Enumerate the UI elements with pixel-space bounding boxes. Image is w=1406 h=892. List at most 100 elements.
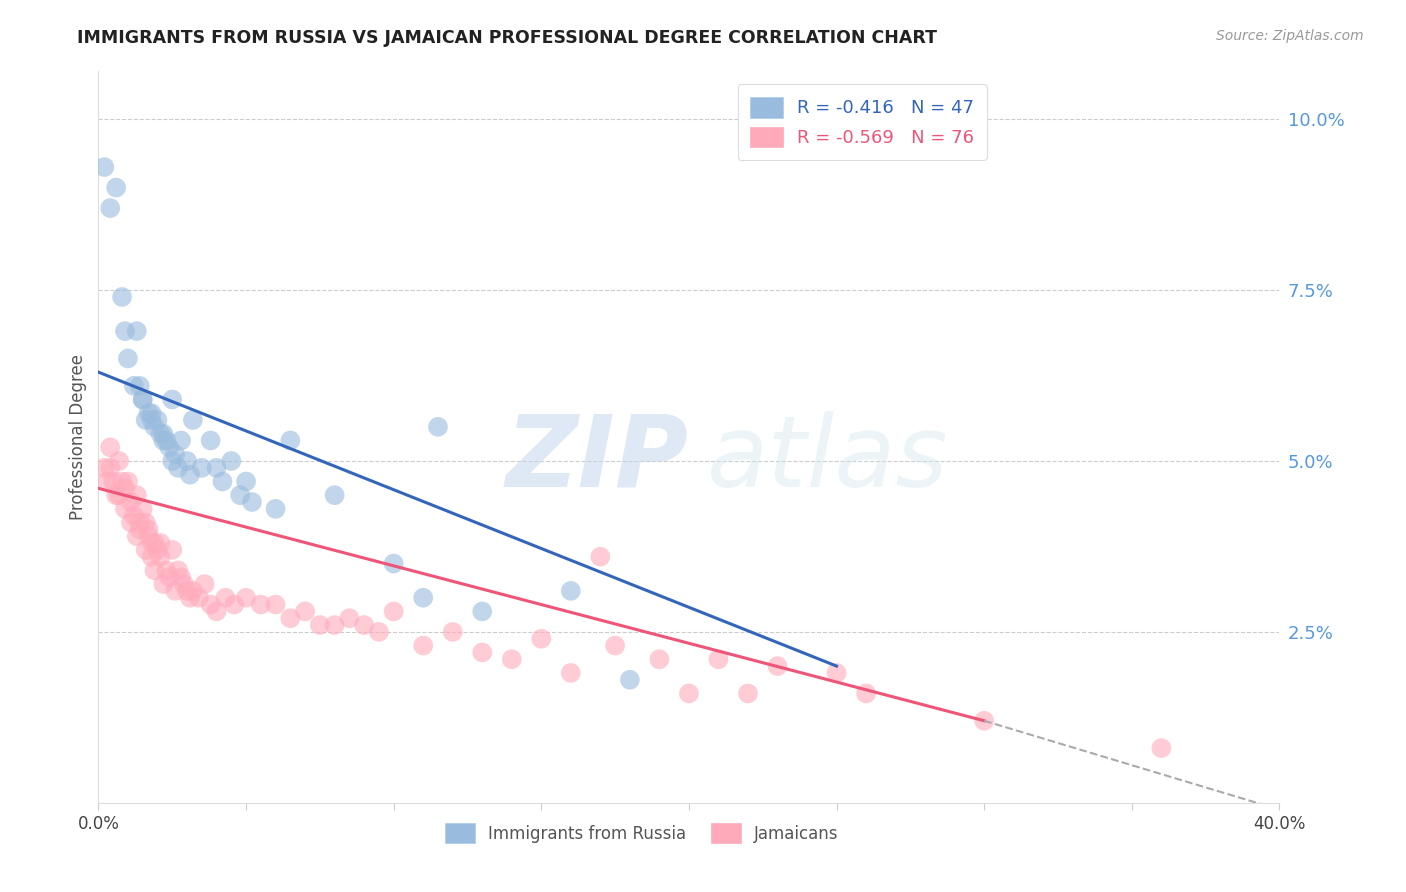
Text: IMMIGRANTS FROM RUSSIA VS JAMAICAN PROFESSIONAL DEGREE CORRELATION CHART: IMMIGRANTS FROM RUSSIA VS JAMAICAN PROFE… xyxy=(77,29,938,46)
Point xyxy=(280,611,302,625)
Legend: Immigrants from Russia, Jamaicans: Immigrants from Russia, Jamaicans xyxy=(437,817,845,849)
Point xyxy=(170,570,193,584)
Point xyxy=(93,460,115,475)
Point xyxy=(149,536,172,550)
Point xyxy=(146,413,169,427)
Point xyxy=(181,583,204,598)
Point xyxy=(114,501,136,516)
Point xyxy=(240,495,263,509)
Text: atlas: atlas xyxy=(707,410,948,508)
Point xyxy=(167,460,190,475)
Point xyxy=(323,488,346,502)
Point xyxy=(382,604,405,618)
Point xyxy=(170,434,193,448)
Point xyxy=(125,488,148,502)
Point xyxy=(235,475,257,489)
Point xyxy=(120,516,142,530)
Point xyxy=(128,522,150,536)
Point xyxy=(143,536,166,550)
Point xyxy=(855,686,877,700)
Point xyxy=(766,659,789,673)
Point xyxy=(120,495,142,509)
Point xyxy=(412,591,434,605)
Point xyxy=(235,591,257,605)
Point xyxy=(138,522,160,536)
Point xyxy=(214,591,236,605)
Point xyxy=(105,488,128,502)
Point xyxy=(339,611,361,625)
Point xyxy=(678,686,700,700)
Point xyxy=(179,467,201,482)
Point xyxy=(128,516,150,530)
Point xyxy=(825,665,848,680)
Point xyxy=(973,714,995,728)
Point xyxy=(250,598,273,612)
Point xyxy=(132,392,155,407)
Point xyxy=(149,426,172,441)
Point xyxy=(162,392,183,407)
Point xyxy=(229,488,252,502)
Point xyxy=(412,639,434,653)
Point xyxy=(138,406,160,420)
Point xyxy=(167,563,190,577)
Point xyxy=(264,598,287,612)
Point xyxy=(530,632,553,646)
Point xyxy=(114,481,136,495)
Point xyxy=(135,413,157,427)
Point xyxy=(368,624,391,639)
Point xyxy=(157,570,180,584)
Point xyxy=(122,379,145,393)
Point xyxy=(382,557,405,571)
Point xyxy=(173,577,195,591)
Point xyxy=(125,324,148,338)
Y-axis label: Professional Degree: Professional Degree xyxy=(69,354,87,520)
Point xyxy=(138,529,160,543)
Point xyxy=(200,598,222,612)
Point xyxy=(191,460,214,475)
Point xyxy=(323,618,346,632)
Point xyxy=(141,413,163,427)
Point xyxy=(149,549,172,564)
Point xyxy=(176,583,198,598)
Point xyxy=(501,652,523,666)
Point xyxy=(205,604,228,618)
Point xyxy=(157,440,180,454)
Point xyxy=(132,501,155,516)
Point xyxy=(152,434,174,448)
Point xyxy=(141,406,163,420)
Point xyxy=(128,379,150,393)
Point xyxy=(605,639,627,653)
Point xyxy=(165,583,187,598)
Point xyxy=(194,577,217,591)
Point xyxy=(619,673,641,687)
Point xyxy=(117,351,139,366)
Point xyxy=(353,618,375,632)
Point xyxy=(224,598,246,612)
Point xyxy=(737,686,759,700)
Point xyxy=(471,645,494,659)
Point xyxy=(152,426,174,441)
Point xyxy=(143,420,166,434)
Point xyxy=(155,563,177,577)
Point xyxy=(181,413,204,427)
Point xyxy=(143,563,166,577)
Point xyxy=(96,475,118,489)
Point xyxy=(165,447,187,461)
Point xyxy=(114,324,136,338)
Point xyxy=(471,604,494,618)
Text: Source: ZipAtlas.com: Source: ZipAtlas.com xyxy=(1216,29,1364,43)
Point xyxy=(179,591,201,605)
Point xyxy=(93,160,115,174)
Point xyxy=(187,591,209,605)
Point xyxy=(294,604,316,618)
Point xyxy=(648,652,671,666)
Point xyxy=(221,454,243,468)
Text: ZIP: ZIP xyxy=(506,410,689,508)
Point xyxy=(162,454,183,468)
Point xyxy=(111,475,134,489)
Point xyxy=(122,508,145,523)
Point xyxy=(135,542,157,557)
Point xyxy=(152,577,174,591)
Point xyxy=(205,460,228,475)
Point xyxy=(98,440,121,454)
